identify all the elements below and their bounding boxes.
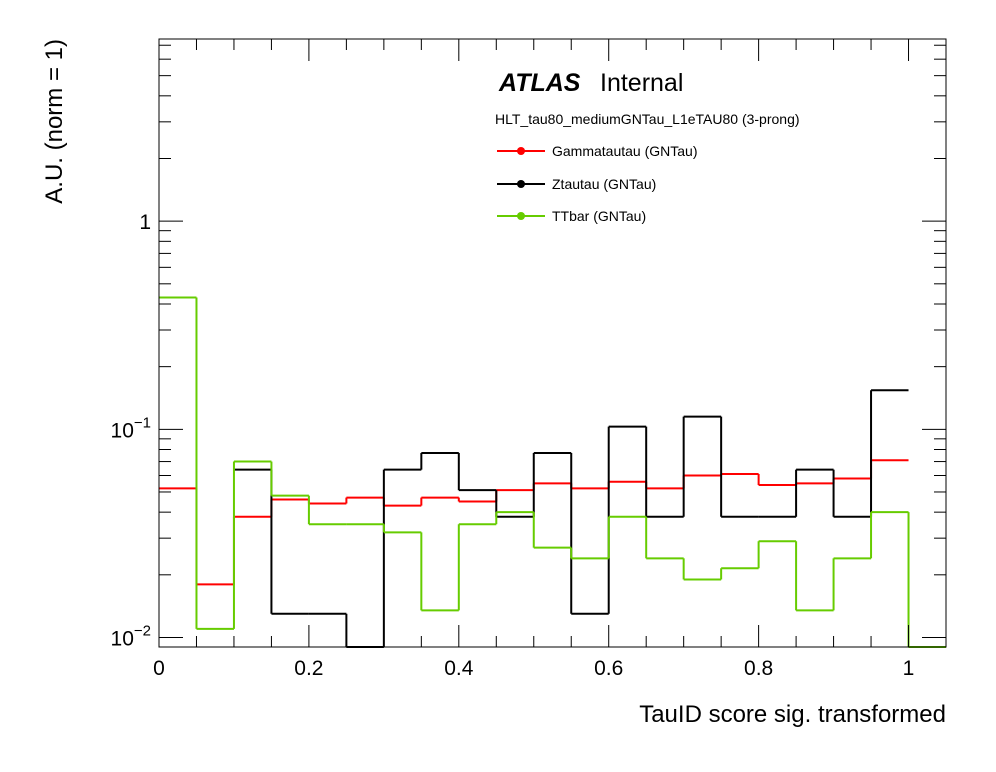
y-tick-label-2: 1 xyxy=(139,211,151,234)
series-2 xyxy=(159,296,946,648)
x-axis-title: TauID score sig. transformed xyxy=(639,701,946,728)
legend-entry-ttbar: TTbar (GNTau) xyxy=(497,208,646,224)
ticks-layer xyxy=(158,39,947,648)
legend-marker-ztautau xyxy=(517,180,525,188)
legend-label-ttbar: TTbar (GNTau) xyxy=(552,208,646,224)
legend-entry-ztautau: Ztautau (GNTau) xyxy=(497,176,656,192)
y-tick-label-1: 10−1 xyxy=(111,414,151,442)
plot-frame xyxy=(158,38,947,648)
plot-subtitle: HLT_tau80_mediumGNTau_L1eTAU80 (3-prong) xyxy=(495,111,800,127)
x-tick-labels: 0 0.2 0.4 0.6 0.8 1 xyxy=(153,657,914,680)
atlas-label: ATLAS Internal xyxy=(498,69,683,97)
x-tick-label-5: 1 xyxy=(903,657,915,680)
atlas-label-bold: ATLAS xyxy=(498,69,581,97)
y-tick-labels: 10−2 10−1 1 xyxy=(111,211,151,650)
legend-entry-gammatautau: Gammatautau (GNTau) xyxy=(497,143,698,159)
legend: Gammatautau (GNTau) Ztautau (GNTau) TTba… xyxy=(497,143,698,224)
series-layer xyxy=(159,296,946,648)
x-tick-label-1: 0.2 xyxy=(294,657,323,680)
x-tick-label-4: 0.8 xyxy=(744,657,773,680)
legend-label-ztautau: Ztautau (GNTau) xyxy=(552,176,656,192)
legend-marker-gammatautau xyxy=(517,147,525,155)
y-tick-label-0: 10−2 xyxy=(111,622,151,650)
x-tick-label-3: 0.6 xyxy=(594,657,623,680)
legend-label-gammatautau: Gammatautau (GNTau) xyxy=(552,143,698,159)
x-tick-label-0: 0 xyxy=(153,657,165,680)
atlas-label-regular: Internal xyxy=(600,69,683,97)
y-axis-title: A.U. (norm = 1) xyxy=(41,39,68,204)
x-tick-label-2: 0.4 xyxy=(444,657,474,680)
legend-marker-ttbar xyxy=(517,212,525,220)
